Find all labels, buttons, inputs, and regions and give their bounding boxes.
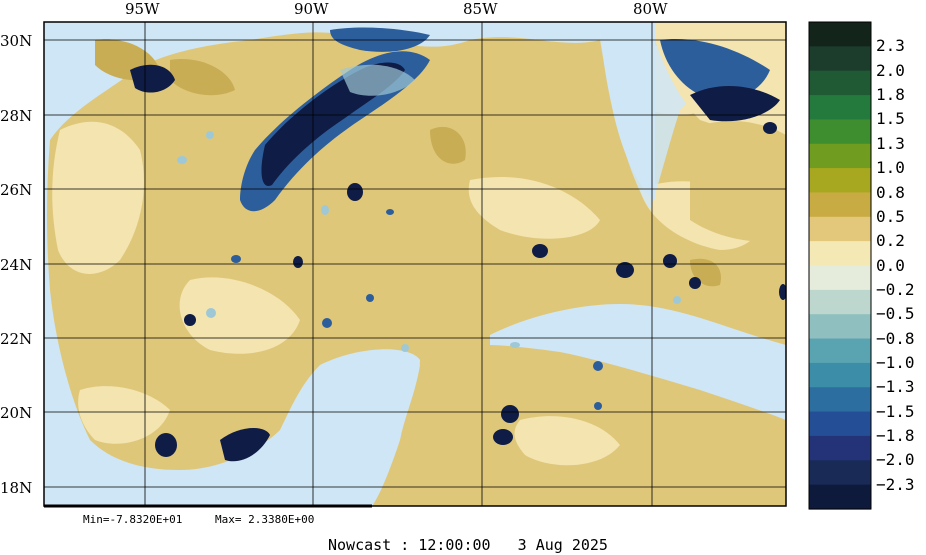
colorbar-swatch <box>809 70 871 96</box>
colorbar-swatch <box>809 387 871 413</box>
eddy <box>532 244 548 258</box>
colorbar-frame <box>808 21 872 510</box>
eddy <box>184 314 196 326</box>
colorbar-swatch <box>809 143 871 169</box>
colorbar-swatch <box>809 338 871 364</box>
florida-land <box>600 22 655 200</box>
mid-patch <box>170 59 235 96</box>
colorbar-swatch <box>809 435 871 461</box>
colorbar-tick-label: −2.0 <box>876 450 915 470</box>
light-patch <box>52 121 144 274</box>
neg-band <box>340 64 415 96</box>
eddy <box>322 318 332 328</box>
eddy <box>673 296 681 304</box>
colorbar-tick-label: −1.8 <box>876 426 915 445</box>
colorbar-tick-label: 2.0 <box>876 60 905 80</box>
colorbar-swatch <box>809 411 871 437</box>
colorbar-tick-label: −0.2 <box>876 279 915 299</box>
colorbar-tick-label: −1.5 <box>876 401 915 421</box>
colorbar-swatch <box>809 119 871 145</box>
light-patch <box>514 416 620 466</box>
colorbar-swatch <box>809 168 871 194</box>
colorbar-tick-label: −0.5 <box>876 304 915 324</box>
colorbar-tick-label: 0.0 <box>876 255 905 275</box>
eddy <box>510 342 520 348</box>
colorbar-tick-label: −0.8 <box>876 328 915 348</box>
lon-label-95w: 95W <box>125 0 160 18</box>
eddy <box>594 402 602 410</box>
eddy <box>401 344 409 352</box>
lat-label-28n: 28N <box>0 107 33 125</box>
eddy <box>616 262 634 278</box>
min-value-text: Min=-7.8320E+01 <box>83 513 183 526</box>
colorbar-tick-label: 0.5 <box>876 206 905 226</box>
colorbar-swatch <box>809 95 871 120</box>
graticule <box>44 22 786 506</box>
colorbar-tick-label: −2.3 <box>876 474 915 494</box>
eddy <box>663 254 677 268</box>
colorbar-swatch <box>809 46 871 72</box>
colorbar-tick-label: −1.3 <box>876 377 915 397</box>
neg-band <box>220 428 270 462</box>
lat-label-22n: 22N <box>0 330 33 348</box>
eddy <box>763 122 777 134</box>
lon-label-80w: 80W <box>633 0 668 18</box>
colorbar-tick-label: 1.5 <box>876 109 905 129</box>
lat-label-18n: 18N <box>0 479 33 497</box>
max-value-text: Max= 2.3380E+00 <box>215 513 315 526</box>
eddy <box>177 156 187 164</box>
eddy <box>779 284 786 300</box>
neg-band <box>690 85 780 122</box>
light-patch <box>78 386 170 444</box>
mid-patch <box>430 126 466 164</box>
colorbar-tick-label: −1.0 <box>876 352 915 372</box>
colorbar-swatch <box>809 362 871 388</box>
colorbar-tick-label: 1.0 <box>876 158 905 178</box>
colorbar-tick-label: 0.8 <box>876 182 905 202</box>
colorbar-swatch <box>809 289 871 315</box>
eddy <box>493 429 513 445</box>
eddy <box>386 209 394 215</box>
neg-band <box>130 64 175 93</box>
colorbar-swatch <box>809 192 871 218</box>
bahamas-mid <box>690 120 786 242</box>
yucatan-land <box>294 354 420 506</box>
cuba-water <box>490 304 786 420</box>
colorbar-swatch <box>809 484 871 510</box>
lat-label-30n: 30N <box>0 32 33 50</box>
colorbar <box>809 22 871 510</box>
eddy <box>206 308 216 318</box>
colorbar-swatch <box>809 22 871 47</box>
colorbar-swatch <box>809 460 871 486</box>
lat-label-20n: 20N <box>0 404 33 422</box>
colorbar-tick-label: 2.3 <box>876 36 905 56</box>
eddy <box>501 405 519 423</box>
colorbar-swatch <box>809 216 871 242</box>
colorbar-swatch <box>809 265 871 291</box>
eddy <box>366 294 374 302</box>
eddy <box>347 183 363 201</box>
colorbar-tick-label: 1.3 <box>876 133 905 153</box>
lon-label-90w: 90W <box>294 0 329 18</box>
lon-label-85w: 85W <box>463 0 498 18</box>
eddy <box>593 361 603 371</box>
colorbar-swatch <box>809 314 871 340</box>
eddy <box>155 433 177 457</box>
nowcast-caption: Nowcast : 12:00:00 3 Aug 2025 <box>328 536 608 554</box>
eddy <box>689 277 701 289</box>
eddy <box>231 255 241 263</box>
light-patch <box>468 176 600 239</box>
eddy <box>206 131 214 139</box>
neg-band <box>660 39 770 99</box>
light-patch <box>179 277 300 354</box>
eddy <box>321 205 329 215</box>
colorbar-swatch <box>809 241 871 267</box>
lat-label-26n: 26N <box>0 181 33 199</box>
colorbar-tick-label: 1.8 <box>876 85 905 105</box>
colorbar-tick-label: 0.2 <box>876 231 905 251</box>
lat-label-24n: 24N <box>0 256 33 274</box>
eddy <box>293 256 303 268</box>
